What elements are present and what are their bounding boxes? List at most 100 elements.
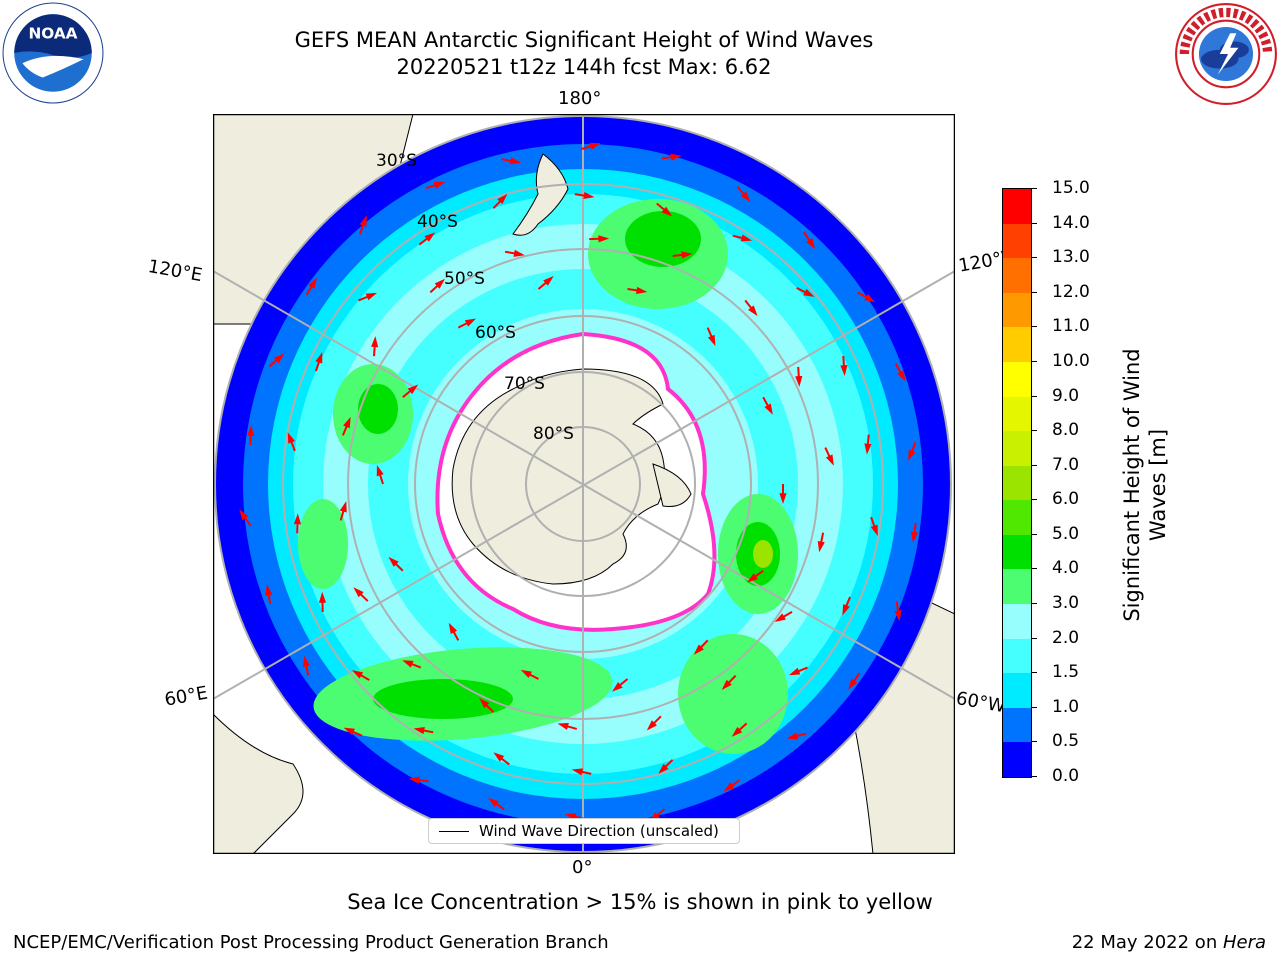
legend-label: Wind Wave Direction (unscaled) xyxy=(479,822,719,840)
colorbar-tick-label: 5.0 xyxy=(1052,523,1080,544)
colorbar-segment xyxy=(1003,499,1031,535)
wind-wave-arrowhead xyxy=(407,384,419,395)
chart-subtitle: 20220521 t12z 144h fcst Max: 6.62 xyxy=(396,55,772,79)
wind-wave-arrowhead xyxy=(273,353,285,364)
host-name: Hera xyxy=(1222,932,1266,953)
colorbar-tick-label: 11.0 xyxy=(1052,316,1090,337)
colorbar-tick-label: 9.0 xyxy=(1052,385,1080,406)
wind-wave-arrowhead xyxy=(842,604,850,616)
wind-wave-arrowhead xyxy=(774,613,786,622)
wind-wave-arrowhead xyxy=(402,660,414,668)
wind-wave-arrowhead xyxy=(265,584,273,596)
wind-wave-arrowhead xyxy=(557,722,569,730)
colorbar-tick-label: 0.0 xyxy=(1052,766,1080,786)
wind-wave-arrowhead xyxy=(388,556,399,567)
wind-wave-arrowhead xyxy=(707,334,716,347)
polar-map xyxy=(213,114,955,854)
colorbar-tick xyxy=(1032,741,1037,743)
wind-wave-arrowhead xyxy=(509,157,522,165)
wind-wave-arrowhead xyxy=(376,464,384,477)
wind-wave-arrowhead xyxy=(723,782,735,792)
colorbar-tick xyxy=(1032,430,1037,432)
wind-wave-arrowhead xyxy=(779,493,787,504)
colorbar-tick xyxy=(1032,395,1037,397)
colorbar-tick-label: 2.0 xyxy=(1052,627,1080,648)
wind-wave-arrowhead xyxy=(287,432,295,444)
lat-label-80s: 80°S xyxy=(533,424,574,444)
wind-wave-arrowhead xyxy=(318,591,327,603)
colorbar-tick xyxy=(1032,464,1037,466)
wind-wave-arrowhead xyxy=(764,403,773,415)
wind-wave-arrowhead xyxy=(247,425,255,436)
lat-label-40s: 40°S xyxy=(417,212,458,232)
colorbar-segment xyxy=(1003,707,1031,743)
wind-wave-arrowhead xyxy=(721,679,732,690)
wind-wave-arrowhead xyxy=(748,305,758,317)
colorbar-tick xyxy=(1032,568,1037,570)
lon-label-120e: 120°E xyxy=(146,256,204,287)
colorbar-segment xyxy=(1003,672,1031,708)
wind-wave-arrows xyxy=(239,142,919,822)
land-new-zealand xyxy=(512,153,569,236)
chart-title: GEFS MEAN Antarctic Significant Height o… xyxy=(294,28,874,52)
wind-wave-arrowhead xyxy=(817,540,825,553)
colorbar-segment xyxy=(1003,188,1031,224)
wind-wave-arrowhead xyxy=(488,797,499,808)
wind-wave-arrowhead xyxy=(371,336,379,348)
wind-wave-arrowhead xyxy=(315,352,323,364)
colorbar-tick-label: 0.5 xyxy=(1052,731,1080,752)
colorbar-segment xyxy=(1003,326,1031,362)
colorbar-tick-label: 14.0 xyxy=(1052,212,1090,233)
lat-label-70s: 70°S xyxy=(504,374,545,394)
wind-wave-arrowhead xyxy=(448,622,458,635)
colorbar-tick-label: 6.0 xyxy=(1052,489,1080,510)
wind-wave-arrowhead xyxy=(740,191,751,202)
colorbar-segment xyxy=(1003,741,1031,777)
wind-wave-arrowhead xyxy=(589,142,601,150)
wind-wave-arrowhead xyxy=(497,193,508,205)
wind-wave-arrowhead xyxy=(806,238,816,249)
nws-logo xyxy=(1175,3,1277,105)
wind-wave-arrowhead xyxy=(434,278,446,289)
wind-wave-arrowhead xyxy=(571,768,584,776)
colorbar-segment xyxy=(1003,292,1031,328)
colorbar-tick-label: 3.0 xyxy=(1052,593,1080,614)
colorbar-segment xyxy=(1003,534,1031,570)
colorbar-segment xyxy=(1003,257,1031,293)
colorbar-tick xyxy=(1032,706,1037,708)
land-africa xyxy=(213,713,304,854)
colorbar-tick-label: 1.5 xyxy=(1052,662,1080,683)
graticule xyxy=(213,114,955,854)
wind-wave-arrowhead xyxy=(302,655,310,668)
wind-wave-arrowhead xyxy=(788,667,801,676)
lat-label-60s: 60°S xyxy=(475,323,516,343)
credit-text: NCEP/EMC/Verification Post Processing Pr… xyxy=(13,932,609,953)
wind-wave-arrowhead xyxy=(670,153,682,161)
colorbar-tick xyxy=(1032,188,1037,189)
wind-wave-arrowhead xyxy=(786,732,799,740)
wind-wave-arrowhead xyxy=(864,443,872,455)
wind-wave-arrowhead xyxy=(746,573,758,583)
wind-wave-arrowhead xyxy=(513,249,525,257)
wind-wave-arrowhead xyxy=(661,206,673,217)
wind-wave-arrowhead xyxy=(339,501,347,513)
svg-text:NOAA: NOAA xyxy=(28,25,77,43)
sea-ice-note: Sea Ice Concentration > 15% is shown in … xyxy=(347,890,933,914)
wind-wave-arrowhead xyxy=(479,698,490,709)
date-label: 22 May 2022 on xyxy=(1071,932,1223,953)
colorbar-tick-label: 7.0 xyxy=(1052,454,1080,475)
colorbar-segment xyxy=(1003,361,1031,397)
wind-wave-arrowhead xyxy=(493,752,505,762)
wind-wave-arrowhead xyxy=(408,776,420,784)
colorbar-tick xyxy=(1032,603,1037,605)
wind-wave-arrowhead xyxy=(731,726,743,737)
lon-label-180: 180° xyxy=(558,88,602,109)
wind-wave-arrowhead xyxy=(848,678,858,690)
wind-wave-arrowhead xyxy=(583,191,595,200)
colorbar-tick-label: 1.0 xyxy=(1052,696,1080,717)
wind-wave-arrowhead xyxy=(894,610,902,622)
wind-wave-arrowhead xyxy=(365,292,378,301)
wind-wave-arrowhead xyxy=(864,293,876,303)
wind-wave-arrowhead xyxy=(825,454,834,466)
wind-wave-arrowhead xyxy=(897,370,906,382)
